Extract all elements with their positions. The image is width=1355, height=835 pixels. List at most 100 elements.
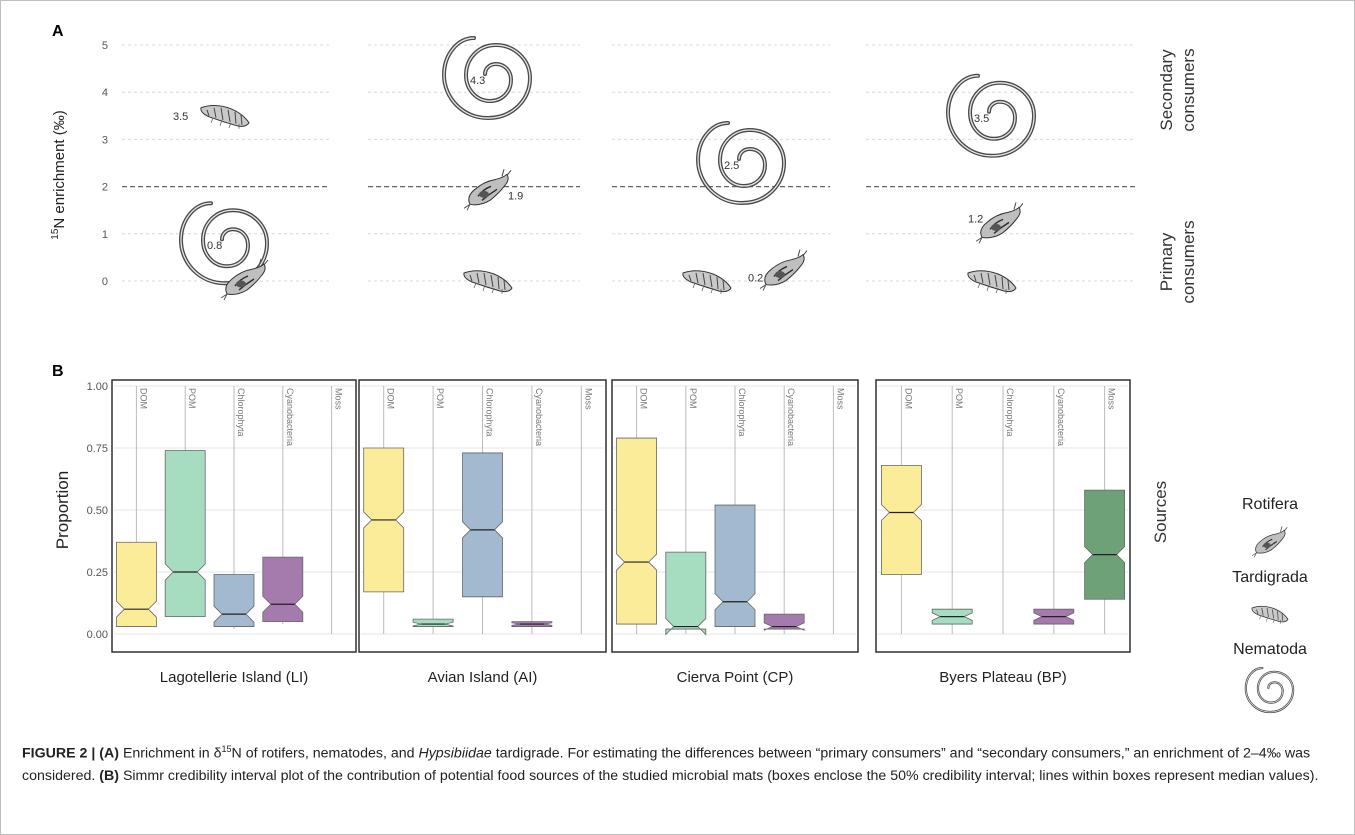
y-tick-label: 0 [102, 276, 108, 288]
rotifera-mark: 0.2 [748, 248, 808, 292]
source-label: Cyanobacteria [1056, 388, 1066, 446]
panel-b-label: B [52, 363, 64, 380]
box-moss: Moss [331, 386, 344, 634]
tardigrada-mark: 3.5 [173, 105, 250, 130]
source-label: Cyanobacteria [534, 388, 544, 446]
source-label: POM [187, 388, 197, 409]
source-label: Chlorophyta [737, 388, 747, 437]
legend-label: Tardigrada [1232, 569, 1308, 586]
panel-b-y-axis-label: Proportion [53, 471, 72, 549]
box-dom: DOM [363, 386, 405, 634]
zone-label-secondary: Secondary consumers [1157, 48, 1198, 131]
box-pom: POM [412, 386, 454, 634]
source-label: DOM [903, 388, 913, 409]
interquartile-box [763, 613, 805, 631]
facet-panel: DOM POM Chlorophyta Cyanobacteria Moss Byers … [875, 379, 1131, 686]
nematoda-mark: 3.5 [946, 73, 1036, 158]
facet-panel: DOM POM Chlorophyta Cyanobacteria Moss Cierva… [611, 379, 859, 686]
box-moss: Moss [580, 386, 593, 634]
panel-a-y-axis-label: 15N enrichment (‰) [50, 110, 68, 239]
tardigrada-icon [1251, 605, 1289, 625]
enrichment-value-label: 4.3 [470, 75, 485, 87]
caption-figure-number: FIGURE 2 | [22, 745, 100, 762]
source-label: DOM [386, 388, 396, 409]
interquartile-box [1084, 489, 1125, 600]
y-tick-label: 3 [102, 134, 108, 146]
site-label: Avian Island (AI) [428, 669, 538, 686]
legend-item-nematoda: Nematoda [1233, 641, 1307, 714]
interquartile-box [116, 541, 157, 627]
box-chlorophyta: Chlorophyta [213, 386, 255, 630]
interquartile-box [412, 618, 454, 627]
enrichment-value-label: 1.9 [508, 190, 523, 202]
enrichment-value-label: 3.5 [173, 111, 188, 123]
box-dom: DOM [881, 386, 922, 634]
panel-b-facets: DOM POM Chlorophyta Cyanobacteria Moss Lagote… [111, 379, 1131, 686]
box-cyanobacteria: Cyanobacteria [1033, 386, 1075, 634]
legend-item-tardigrada: Tardigrada [1232, 569, 1308, 625]
source-label: Cyanobacteria [285, 388, 295, 446]
tardigrada-mark [463, 270, 513, 295]
box-moss: Moss [832, 386, 845, 634]
site-label: Cierva Point (CP) [677, 669, 794, 686]
source-label: POM [688, 388, 698, 409]
box-pom: POM [665, 386, 707, 636]
legend-label: Rotifera [1242, 496, 1298, 513]
caption-a-superscript: 15 [221, 744, 232, 754]
box-cyanobacteria: Cyanobacteria [262, 386, 304, 625]
box-dom: DOM [116, 386, 157, 627]
y-axis-label-superscript: 15 [50, 228, 61, 240]
legend-label: Nematoda [1233, 641, 1307, 658]
source-label: POM [954, 388, 964, 409]
figure-caption: FIGURE 2 | (A) Enrichment in δ15N of rot… [22, 738, 1332, 787]
nematoda-mark: 2.5 [696, 121, 786, 205]
panel-b-tick-labels: 0.00 0.25 0.50 0.75 1.00 [87, 381, 108, 641]
nematoda-mark: 4.3 [442, 36, 532, 121]
source-label: POM [435, 388, 445, 409]
interquartile-box [881, 464, 922, 575]
caption-a-text3: tardigrade. For estimating the differenc… [22, 745, 1311, 784]
tardigrada-mark [682, 270, 732, 295]
site-label: Lagotellerie Island (LI) [160, 669, 308, 686]
rotifera-icon [1251, 525, 1288, 558]
y-tick-label: 0.25 [87, 567, 108, 579]
box-pom: POM [164, 386, 206, 618]
facet-panel: DOM POM Chlorophyta Cyanobacteria Moss Avian … [358, 379, 607, 686]
box-chlorophyta: Chlorophyta [462, 386, 503, 634]
site-label: Byers Plateau (BP) [939, 669, 1067, 686]
caption-a-italic: Hypsibiidae [418, 745, 492, 762]
panel-a-gridlines [122, 44, 1135, 282]
enrichment-value-label: 1.2 [968, 213, 983, 225]
interquartile-box [665, 551, 707, 636]
y-tick-label: 0.00 [87, 629, 108, 641]
source-label: Cyanobacteria [786, 388, 796, 446]
box-chlorophyta: Chlorophyta [714, 386, 756, 634]
box-chlorophyta: Chlorophyta [1002, 386, 1015, 634]
source-label: Moss [835, 388, 845, 410]
tardigrada-mark [967, 270, 1017, 295]
zone-secondary-line2: consumers [1179, 48, 1198, 131]
source-label: Moss [334, 388, 344, 410]
source-label: Chlorophyta [485, 388, 495, 437]
panel-a-tick-labels: 0 1 2 3 4 5 [102, 40, 108, 288]
enrichment-value-label: 0.2 [748, 273, 763, 285]
zone-label-primary: Primary consumers [1157, 220, 1198, 303]
y-tick-label: 0.75 [87, 443, 108, 455]
y-axis-label-text: N enrichment (‰) [51, 110, 68, 228]
y-tick-label: 2 [102, 182, 108, 194]
caption-a-text1: Enrichment in δ [119, 745, 222, 762]
source-label: Moss [1107, 388, 1117, 410]
figure-canvas: A 0 1 2 3 4 5 15N enrichment (‰) 3.5 0.8 4.3 1.9… [50, 23, 1308, 714]
enrichment-value-label: 3.5 [974, 113, 989, 125]
y-tick-label: 4 [102, 87, 108, 99]
y-tick-label: 1.00 [87, 381, 108, 393]
y-tick-label: 0.50 [87, 505, 108, 517]
caption-b-text: Simmr credibility interval plot of the c… [119, 767, 1319, 784]
box-dom: DOM [616, 386, 657, 634]
y-tick-label: 5 [102, 40, 108, 52]
nematoda-icon [1244, 666, 1295, 714]
enrichment-value-label: 2.5 [724, 160, 739, 172]
interquartile-box [616, 437, 657, 625]
source-label: Chlorophyta [1005, 388, 1015, 437]
caption-a-text2: N of rotifers, nematodes, and [231, 745, 419, 762]
